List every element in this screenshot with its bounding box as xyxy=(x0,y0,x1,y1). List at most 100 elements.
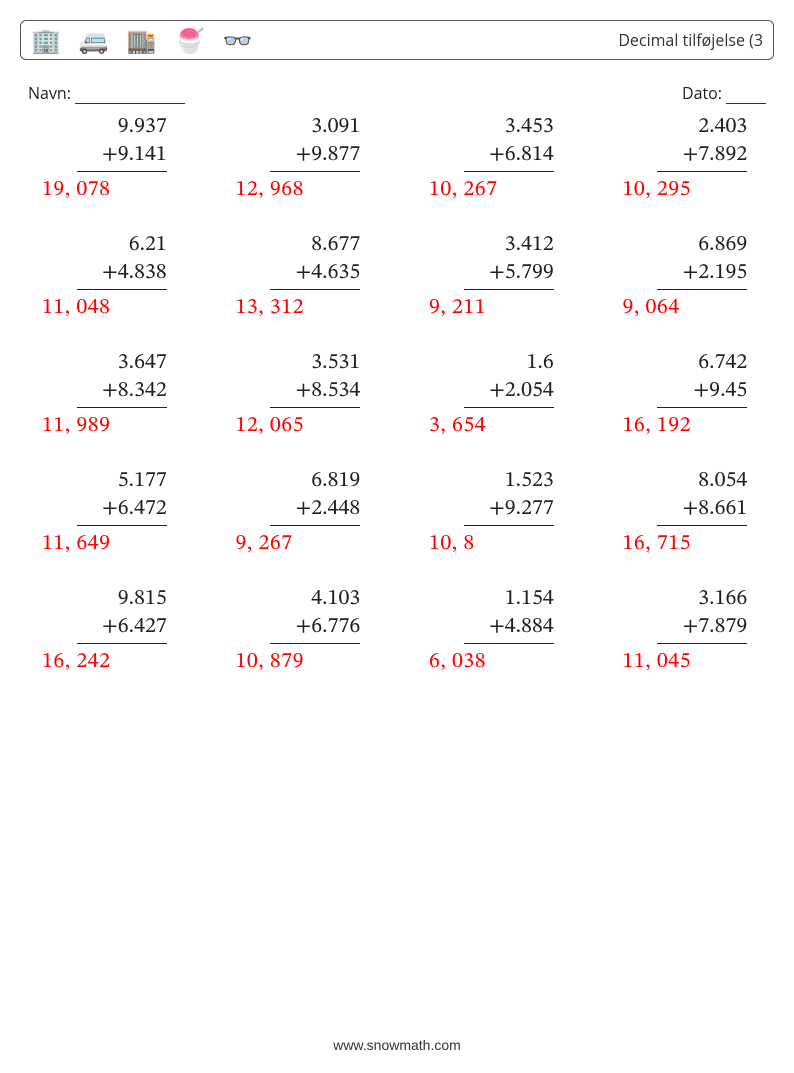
operand-top: 1.6 xyxy=(464,350,554,378)
answer: 16, 715 xyxy=(621,530,785,558)
answer: 9, 211 xyxy=(427,294,591,322)
answer: 10, 879 xyxy=(234,648,398,676)
operand-top: 6.21 xyxy=(77,232,167,260)
operand-top: 4.103 xyxy=(270,586,360,614)
operand-bottom: +9.877 xyxy=(270,142,360,170)
name-blank xyxy=(75,89,185,104)
operand-top: 3.453 xyxy=(464,114,554,142)
building-icon: 🏢 xyxy=(31,24,61,57)
problem: 9.815+6.42716, 242 xyxy=(10,586,204,676)
problem: 6.742+9.45 16, 192 xyxy=(591,350,785,440)
answer: 3, 654 xyxy=(427,412,591,440)
meta-row: Navn: Dato: xyxy=(28,82,766,104)
operand-bottom: +2.448 xyxy=(270,496,360,524)
operand-top: 8.054 xyxy=(657,468,747,496)
operand-top: 8.677 xyxy=(270,232,360,260)
problem-grid: 9.937+9.14119, 0783.091+9.87712, 9683.45… xyxy=(10,114,784,676)
answer: 12, 968 xyxy=(234,176,398,204)
problem: 2.403+7.892 10, 295 xyxy=(591,114,785,204)
problem: 3.647+8.342 11, 989 xyxy=(10,350,204,440)
header-icons: 🏢 🚐 🏬 🍧 👓 xyxy=(31,24,252,57)
operand-top: 2.403 xyxy=(657,114,747,142)
operand-bottom: +8.534 xyxy=(270,378,360,406)
answer: 9, 267 xyxy=(234,530,398,558)
glasses-icon: 👓 xyxy=(223,24,253,57)
operand-top: 3.647 xyxy=(77,350,167,378)
answer: 13, 312 xyxy=(234,294,398,322)
operand-bottom: +5.799 xyxy=(464,260,554,288)
problem: 1.523+9.277 10, 8 xyxy=(397,468,591,558)
answer: 11, 045 xyxy=(621,648,785,676)
operand-bottom: +8.661 xyxy=(657,496,747,524)
footer-url: www.snowmath.com xyxy=(0,1037,794,1053)
rule-line xyxy=(657,171,747,172)
problem: 3.091+9.877 12, 968 xyxy=(204,114,398,204)
van-icon: 🚐 xyxy=(79,24,109,57)
name-field: Navn: xyxy=(28,82,185,104)
problem: 1.6+2.0543, 654 xyxy=(397,350,591,440)
operand-bottom: +4.884 xyxy=(464,614,554,642)
rule-line xyxy=(657,289,747,290)
answer: 11, 649 xyxy=(40,530,204,558)
header-bar: 🏢 🚐 🏬 🍧 👓 Decimal tilføjelse (3 xyxy=(20,20,774,60)
rule-line xyxy=(657,643,747,644)
operand-bottom: +2.195 xyxy=(657,260,747,288)
operand-bottom: +7.892 xyxy=(657,142,747,170)
operand-top: 1.523 xyxy=(464,468,554,496)
operand-top: 3.166 xyxy=(657,586,747,614)
rule-line xyxy=(77,171,167,172)
rule-line xyxy=(270,289,360,290)
date-field: Dato: xyxy=(682,82,766,104)
problem: 8.054+8.661 16, 715 xyxy=(591,468,785,558)
name-label: Navn: xyxy=(28,82,71,104)
problem: 3.166+7.879 11, 045 xyxy=(591,586,785,676)
rule-line xyxy=(77,525,167,526)
operand-top: 6.819 xyxy=(270,468,360,496)
operand-top: 5.177 xyxy=(77,468,167,496)
rule-line xyxy=(657,525,747,526)
date-blank xyxy=(726,89,766,104)
rule-line xyxy=(464,171,554,172)
problem: 6.869+2.195 9, 064 xyxy=(591,232,785,322)
operand-bottom: +8.342 xyxy=(77,378,167,406)
answer: 11, 048 xyxy=(40,294,204,322)
problem: 4.103+6.776 10, 879 xyxy=(204,586,398,676)
rule-line xyxy=(270,525,360,526)
operand-bottom: +6.776 xyxy=(270,614,360,642)
rule-line xyxy=(77,643,167,644)
problem: 3.412+5.7999, 211 xyxy=(397,232,591,322)
answer: 11, 989 xyxy=(40,412,204,440)
rule-line xyxy=(464,525,554,526)
operand-bottom: +9.45 xyxy=(657,378,747,406)
problem: 6.819+2.448 9, 267 xyxy=(204,468,398,558)
date-label: Dato: xyxy=(682,82,722,104)
operand-bottom: +9.277 xyxy=(464,496,554,524)
answer: 10, 267 xyxy=(427,176,591,204)
rule-line xyxy=(464,407,554,408)
rule-line xyxy=(270,407,360,408)
rule-line xyxy=(464,289,554,290)
worksheet-title: Decimal tilføjelse (3 xyxy=(618,29,763,51)
problem: 3.453+6.814 10, 267 xyxy=(397,114,591,204)
rule-line xyxy=(657,407,747,408)
operand-top: 6.742 xyxy=(657,350,747,378)
problem: 8.677+4.635 13, 312 xyxy=(204,232,398,322)
answer: 10, 295 xyxy=(621,176,785,204)
answer: 6, 038 xyxy=(427,648,591,676)
rule-line xyxy=(270,643,360,644)
operand-bottom: +4.838 xyxy=(77,260,167,288)
operand-top: 6.869 xyxy=(657,232,747,260)
rule-line xyxy=(77,407,167,408)
problem: 6.21+4.838 11, 048 xyxy=(10,232,204,322)
operand-bottom: +4.635 xyxy=(270,260,360,288)
rule-line xyxy=(270,171,360,172)
answer: 16, 242 xyxy=(40,648,204,676)
answer: 12, 065 xyxy=(234,412,398,440)
answer: 16, 192 xyxy=(621,412,785,440)
operand-bottom: +6.814 xyxy=(464,142,554,170)
operand-top: 9.815 xyxy=(77,586,167,614)
operand-bottom: +9.141 xyxy=(77,142,167,170)
operand-bottom: +7.879 xyxy=(657,614,747,642)
operand-top: 3.091 xyxy=(270,114,360,142)
answer: 9, 064 xyxy=(621,294,785,322)
